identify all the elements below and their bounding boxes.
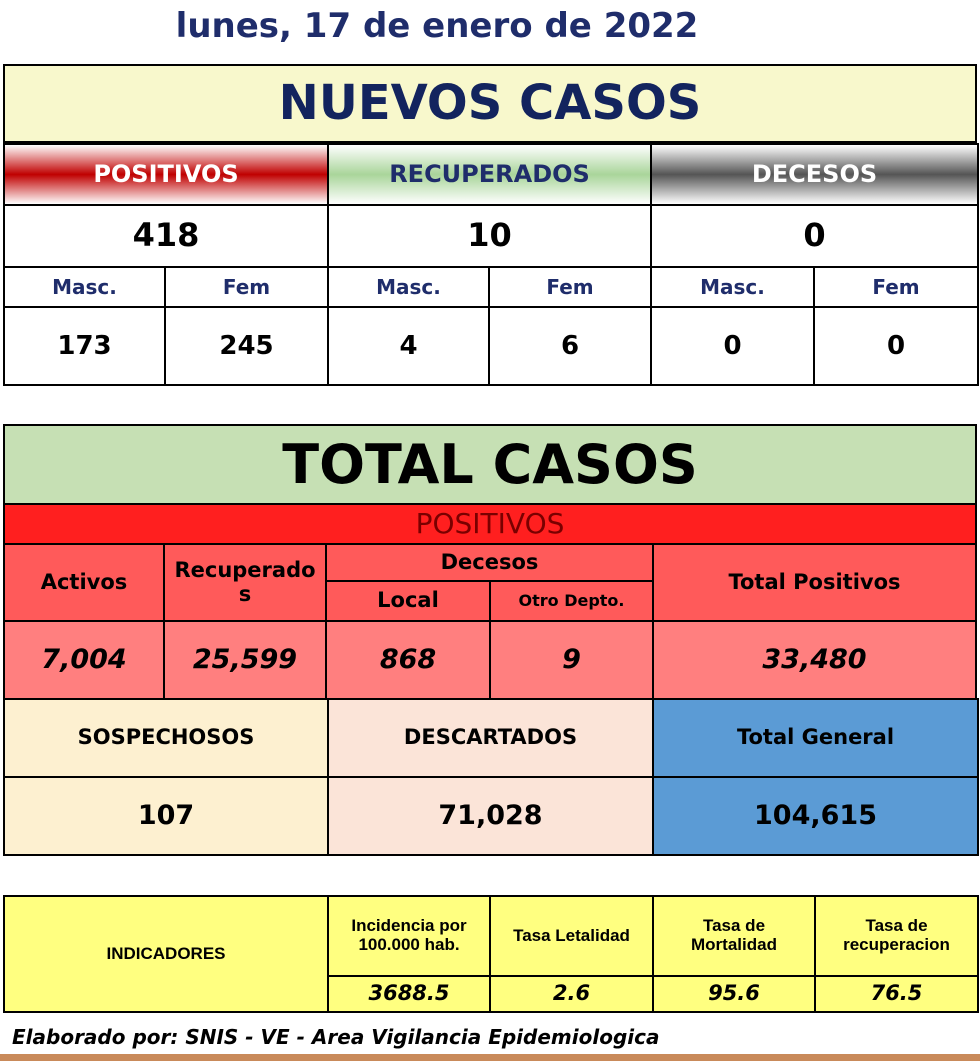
indicator-value: 2.6 <box>489 975 654 1013</box>
bottom-strip <box>0 1054 980 1061</box>
indicator-header: Tasa de recuperacion <box>814 895 979 977</box>
group-header: RECUPERADOS <box>327 143 652 206</box>
value-cell: 33,480 <box>652 620 977 700</box>
positivos-band: POSITIVOS <box>3 503 977 545</box>
indicator-value: 3688.5 <box>327 975 491 1013</box>
value-cell: 9 <box>489 620 654 700</box>
value-cell: 25,599 <box>163 620 327 700</box>
column-header: Activos <box>3 543 165 622</box>
summary-header: SOSPECHOSOS <box>3 698 329 778</box>
fem-label: Fem <box>813 266 979 308</box>
indicator-header: Incidencia por 100.000 hab. <box>327 895 491 977</box>
summary-header: Total General <box>652 698 979 778</box>
masc-value: 4 <box>327 306 490 386</box>
indicator-header: Tasa Letalidad <box>489 895 654 977</box>
fem-value: 245 <box>164 306 329 386</box>
group-total: 418 <box>3 204 329 268</box>
indicator-header: Tasa de Mortalidad <box>652 895 816 977</box>
fem-value: 6 <box>488 306 652 386</box>
column-header: Total Positivos <box>652 543 977 622</box>
section-title: NUEVOS CASOS <box>3 64 977 143</box>
section-title: TOTAL CASOS <box>3 424 977 505</box>
fem-label: Fem <box>164 266 329 308</box>
footer: Elaborado por: SNIS - VE - Area Vigilanc… <box>12 1025 660 1049</box>
masc-label: Masc. <box>3 266 166 308</box>
summary-value: 107 <box>3 776 329 856</box>
group-header: POSITIVOS <box>3 143 329 206</box>
group-total: 10 <box>327 204 652 268</box>
indicator-value: 95.6 <box>652 975 816 1013</box>
column-header: Local <box>325 580 491 622</box>
masc-label: Masc. <box>650 266 815 308</box>
column-header: Recuperados <box>163 543 327 622</box>
summary-header: DESCARTADOS <box>327 698 654 778</box>
value-cell: 7,004 <box>3 620 165 700</box>
group-total: 0 <box>650 204 979 268</box>
indicators-label: INDICADORES <box>3 895 329 1013</box>
indicator-value: 76.5 <box>814 975 979 1013</box>
column-header: Decesos <box>325 543 654 582</box>
fem-value: 0 <box>813 306 979 386</box>
masc-value: 173 <box>3 306 166 386</box>
masc-value: 0 <box>650 306 815 386</box>
value-cell: 868 <box>325 620 491 700</box>
group-header: DECESOS <box>650 143 979 206</box>
summary-value: 104,615 <box>652 776 979 856</box>
column-header: Otro Depto. <box>489 580 654 622</box>
summary-value: 71,028 <box>327 776 654 856</box>
masc-label: Masc. <box>327 266 490 308</box>
date: lunes, 17 de enero de 2022 <box>175 6 699 46</box>
fem-label: Fem <box>488 266 652 308</box>
